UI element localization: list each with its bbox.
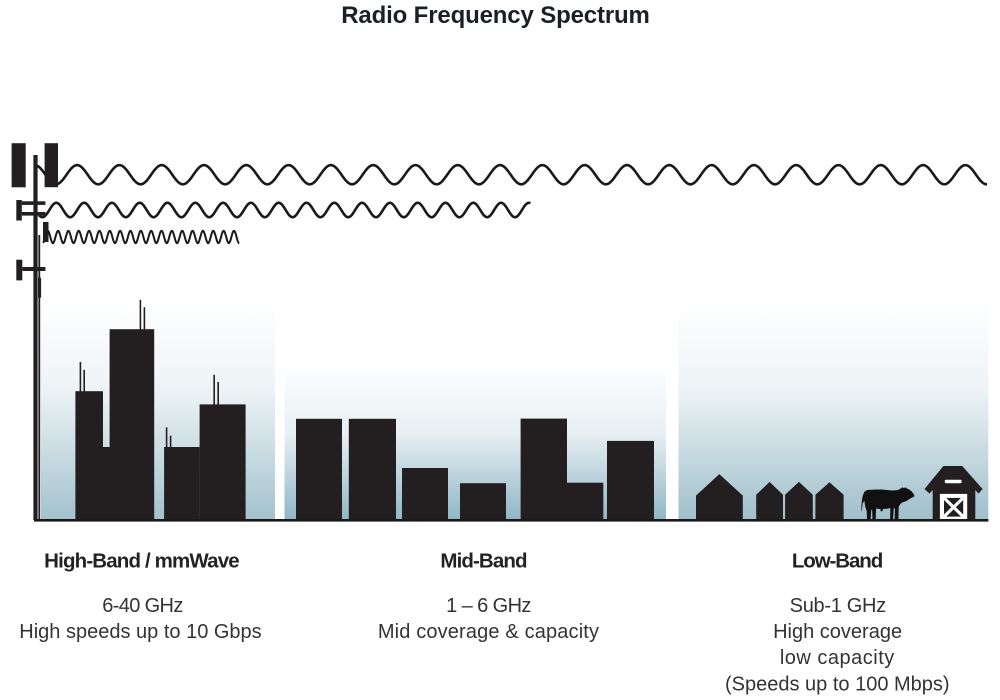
svg-text:1 – 6 GHz: 1 – 6 GHz [446, 595, 531, 617]
svg-text:Sub-1 GHz: Sub-1 GHz [790, 595, 886, 617]
svg-text:High speeds up to 10 Gbps: High speeds up to 10 Gbps [19, 621, 261, 643]
svg-text:High-Band / mmWave: High-Band / mmWave [44, 550, 239, 573]
svg-text:6-40 GHz: 6-40 GHz [102, 595, 182, 617]
svg-text:Low-Band: Low-Band [792, 550, 883, 573]
svg-text:(Speeds up to 100 Mbps): (Speeds up to 100 Mbps) [725, 673, 950, 695]
svg-text:low capacity: low capacity [780, 647, 895, 669]
svg-text:Mid-Band: Mid-Band [440, 550, 527, 573]
svg-text:Mid coverage & capacity: Mid coverage & capacity [378, 621, 599, 643]
svg-text:Radio Frequency Spectrum: Radio Frequency Spectrum [341, 2, 649, 29]
svg-text:High coverage: High coverage [773, 621, 902, 643]
